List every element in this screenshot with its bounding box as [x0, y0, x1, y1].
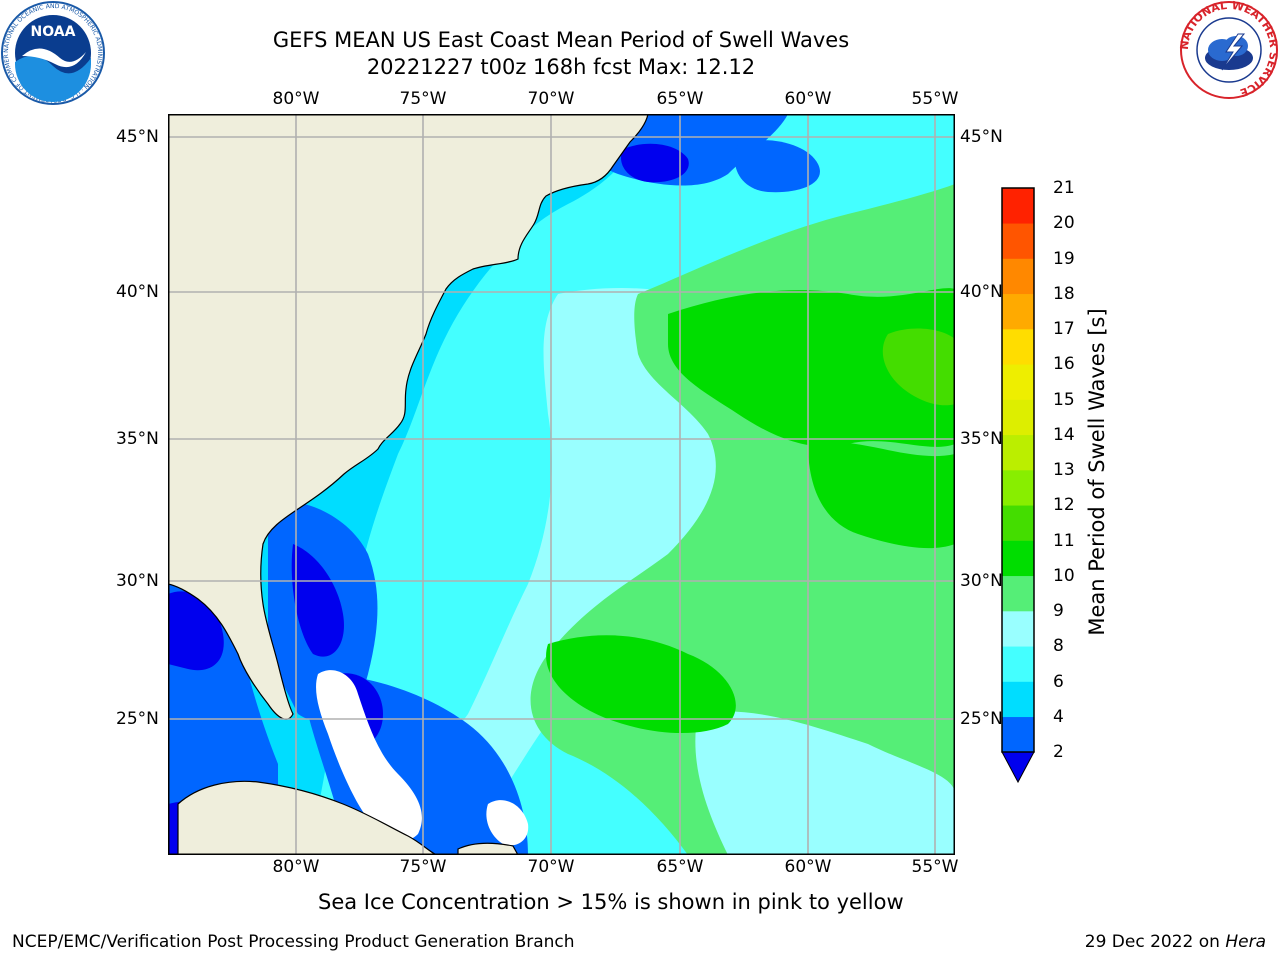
colorbar-tick-label: 8 — [1053, 636, 1064, 657]
colorbar-segment — [1002, 434, 1034, 471]
lat-label-left: 25°N — [116, 709, 159, 729]
field-10-11s-south — [546, 635, 736, 734]
colorbar-tick-label: 21 — [1053, 178, 1075, 198]
footer-date-text: 29 Dec 2022 on — [1084, 932, 1226, 952]
colorbar-segment — [1002, 188, 1034, 224]
lon-label-bottom: 75°W — [399, 857, 447, 877]
colorbar-segment — [1002, 646, 1034, 682]
lon-label-bottom: 70°W — [527, 857, 575, 877]
lon-label-bottom: 60°W — [784, 857, 832, 877]
lat-label-left: 40°N — [116, 282, 159, 302]
colorbar-tick-label: 16 — [1053, 354, 1075, 375]
lat-label-left: 45°N — [116, 127, 159, 147]
noaa-logo-text: NOAA — [31, 24, 76, 40]
colorbar-segment — [1002, 540, 1034, 577]
chart-subtitle: 20221227 t00z 168h fcst Max: 12.12 — [366, 55, 756, 79]
field-8-9s-south — [695, 711, 955, 855]
map-frame — [168, 114, 955, 855]
lat-label-left: 35°N — [116, 429, 159, 449]
noaa-logo: NATIONAL OCEANIC AND ATMOSPHERIC ADMINIS… — [0, 0, 105, 105]
lat-label-left: 30°N — [116, 571, 159, 591]
colorbar-segment — [1002, 575, 1034, 612]
no-data-bahamas — [316, 670, 422, 842]
lon-label-top: 80°W — [272, 89, 320, 109]
colorbar-segment — [1002, 258, 1034, 295]
colorbar-segment — [1002, 364, 1034, 400]
lat-label-right: 25°N — [960, 709, 1003, 729]
colorbar-tick-label: 18 — [1053, 283, 1075, 304]
colorbar-segment — [1002, 716, 1034, 753]
colorbar-tick-label: 12 — [1053, 495, 1075, 516]
lon-label-bottom: 55°W — [911, 857, 959, 877]
lon-label-top: 55°W — [911, 89, 959, 109]
sea-ice-note: Sea Ice Concentration > 15% is shown in … — [318, 890, 904, 914]
colorbar-segment — [1002, 505, 1034, 541]
footer-credit: NCEP/EMC/Verification Post Processing Pr… — [12, 932, 575, 952]
lat-label-right: 45°N — [960, 127, 1003, 147]
colorbar-segment — [1002, 223, 1034, 259]
footer-machine: Hera — [1225, 932, 1266, 952]
colorbar-segment — [1002, 329, 1034, 365]
lat-label-right: 35°N — [960, 429, 1003, 449]
colorbar-tick-label: 4 — [1053, 706, 1064, 727]
colorbar-tick-label: 19 — [1053, 248, 1075, 269]
colorbar-tick-label: 2 — [1053, 742, 1064, 762]
lon-label-top: 60°W — [784, 89, 832, 109]
lat-label-right: 30°N — [960, 571, 1003, 591]
colorbar-tick-label: 13 — [1053, 460, 1075, 480]
footer-date: 29 Dec 2022 on Hera — [1085, 932, 1266, 952]
colorbar-segment — [1002, 399, 1034, 436]
colorbar-tick-label: 11 — [1053, 530, 1075, 551]
swell-period-map — [168, 114, 955, 855]
no-data-bank — [486, 800, 529, 846]
colorbar-tick-label: 17 — [1053, 319, 1075, 339]
colorbar — [1001, 187, 1035, 784]
field-8-9s — [398, 288, 776, 855]
lon-label-bottom: 65°W — [656, 857, 704, 877]
field-under-2s-north — [620, 143, 689, 183]
field-10-11s-mid — [808, 441, 955, 549]
colorbar-segment — [1002, 470, 1034, 506]
colorbar-segment — [1002, 293, 1034, 330]
field-10-11s-north — [668, 288, 955, 447]
lon-label-top: 65°W — [656, 89, 704, 109]
colorbar-title: Mean Period of Swell Waves [s] — [1085, 308, 1109, 636]
colorbar-tick-label: 9 — [1053, 601, 1064, 621]
graticule — [168, 114, 955, 855]
colorbar-frame — [1001, 187, 1035, 753]
nws-logo: NATIONAL WEATHER SERVICE — [1178, 0, 1280, 99]
field-under-2s-gulf — [168, 591, 224, 671]
lon-label-bottom: 80°W — [272, 857, 320, 877]
colorbar-tick-label: 14 — [1053, 424, 1075, 445]
lon-label-top: 70°W — [527, 89, 575, 109]
chart-title: GEFS MEAN US East Coast Mean Period of S… — [272, 28, 850, 52]
colorbar-segment — [1002, 681, 1034, 718]
colorbar-tick-label: 15 — [1053, 389, 1075, 410]
colorbar-underflow — [1001, 751, 1035, 784]
colorbar-tick-label: 20 — [1053, 213, 1075, 234]
colorbar-segment — [1002, 611, 1034, 647]
colorbar-tick-label: 10 — [1053, 565, 1075, 586]
colorbar-tick-label: 6 — [1053, 671, 1064, 692]
lat-label-right: 40°N — [960, 282, 1003, 302]
field-2-4s-east — [734, 140, 820, 193]
field-11-12s — [882, 328, 955, 406]
field-under-2s-florida — [291, 544, 344, 657]
lon-label-top: 75°W — [399, 89, 447, 109]
